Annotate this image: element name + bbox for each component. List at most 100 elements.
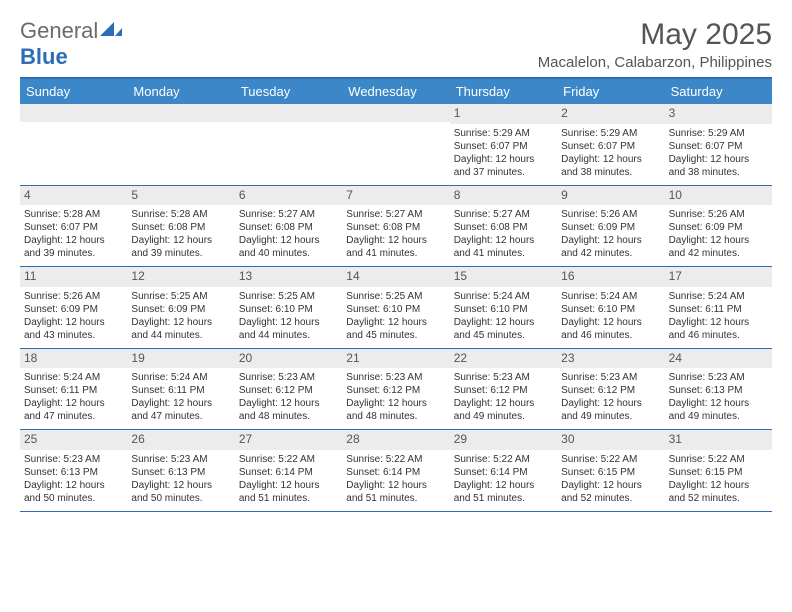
logo-text-blue: Blue bbox=[20, 44, 68, 69]
sunset-text: Sunset: 6:11 PM bbox=[131, 384, 230, 397]
header: General Blue May 2025 Macalelon, Calabar… bbox=[20, 18, 772, 71]
sunrise-text: Sunrise: 5:24 AM bbox=[669, 290, 768, 303]
day-number: 18 bbox=[20, 349, 127, 369]
sunrise-text: Sunrise: 5:23 AM bbox=[239, 371, 338, 384]
day-number bbox=[342, 104, 449, 122]
day-cell: 1Sunrise: 5:29 AMSunset: 6:07 PMDaylight… bbox=[450, 104, 557, 185]
daylight-text: Daylight: 12 hours and 49 minutes. bbox=[669, 397, 768, 423]
day-cell: 19 Sunrise: 5:24 AMSunset: 6:11 PMDayligh… bbox=[127, 349, 234, 430]
day-cell bbox=[235, 104, 342, 185]
week-row: 11Sunrise: 5:26 AMSunset: 6:09 PMDayligh… bbox=[20, 267, 772, 349]
day-cell bbox=[127, 104, 234, 185]
day-cell: 18Sunrise: 5:24 AMSunset: 6:11 PMDayligh… bbox=[20, 349, 127, 430]
day-number: 4 bbox=[20, 186, 127, 206]
day-number: 15 bbox=[450, 267, 557, 287]
logo: General Blue bbox=[20, 18, 122, 70]
day-number: 25 bbox=[20, 430, 127, 450]
sunrise-text: Sunrise: 5:26 AM bbox=[561, 208, 660, 221]
daylight-text: Daylight: 12 hours and 52 minutes. bbox=[561, 479, 660, 505]
day-number: 29 bbox=[450, 430, 557, 450]
day-header-tuesday: Tuesday bbox=[235, 79, 342, 104]
sunrise-text: Sunrise: 5:26 AM bbox=[24, 290, 123, 303]
daylight-text: Daylight: 12 hours and 47 minutes. bbox=[131, 397, 230, 423]
sunrise-text: Sunrise: 5:25 AM bbox=[239, 290, 338, 303]
day-cell: 27Sunrise: 5:22 AMSunset: 6:14 PMDayligh… bbox=[235, 430, 342, 511]
day-cell: 4 Sunrise: 5:28 AMSunset: 6:07 PMDaylight… bbox=[20, 186, 127, 267]
day-header-wednesday: Wednesday bbox=[342, 79, 449, 104]
day-cell: 26Sunrise: 5:23 AMSunset: 6:13 PMDayligh… bbox=[127, 430, 234, 511]
day-number: 14 bbox=[342, 267, 449, 287]
sunset-text: Sunset: 6:07 PM bbox=[669, 140, 768, 153]
daylight-text: Daylight: 12 hours and 39 minutes. bbox=[131, 234, 230, 260]
sunrise-text: Sunrise: 5:26 AM bbox=[669, 208, 768, 221]
daylight-text: Daylight: 12 hours and 51 minutes. bbox=[346, 479, 445, 505]
sunset-text: Sunset: 6:14 PM bbox=[346, 466, 445, 479]
day-cell: 17Sunrise: 5:24 AMSunset: 6:11 PMDayligh… bbox=[665, 267, 772, 348]
day-cell: 29Sunrise: 5:22 AMSunset: 6:14 PMDayligh… bbox=[450, 430, 557, 511]
sunset-text: Sunset: 6:13 PM bbox=[131, 466, 230, 479]
day-number: 3 bbox=[665, 104, 772, 124]
day-number: 16 bbox=[557, 267, 664, 287]
sunset-text: Sunset: 6:07 PM bbox=[561, 140, 660, 153]
day-number: 28 bbox=[342, 430, 449, 450]
sunset-text: Sunset: 6:12 PM bbox=[346, 384, 445, 397]
daylight-text: Daylight: 12 hours and 45 minutes. bbox=[346, 316, 445, 342]
day-cell: 2Sunrise: 5:29 AMSunset: 6:07 PMDaylight… bbox=[557, 104, 664, 185]
sunrise-text: Sunrise: 5:28 AM bbox=[131, 208, 230, 221]
sunrise-text: Sunrise: 5:29 AM bbox=[454, 127, 553, 140]
day-cell: 28Sunrise: 5:22 AMSunset: 6:14 PMDayligh… bbox=[342, 430, 449, 511]
daylight-text: Daylight: 12 hours and 48 minutes. bbox=[346, 397, 445, 423]
day-header-saturday: Saturday bbox=[665, 79, 772, 104]
sunset-text: Sunset: 6:08 PM bbox=[454, 221, 553, 234]
day-number: 19 bbox=[127, 349, 234, 369]
sunset-text: Sunset: 6:10 PM bbox=[239, 303, 338, 316]
sunrise-text: Sunrise: 5:23 AM bbox=[346, 371, 445, 384]
sunrise-text: Sunrise: 5:29 AM bbox=[669, 127, 768, 140]
sunrise-text: Sunrise: 5:25 AM bbox=[131, 290, 230, 303]
day-number: 26 bbox=[127, 430, 234, 450]
day-cell: 5Sunrise: 5:28 AMSunset: 6:08 PMDaylight… bbox=[127, 186, 234, 267]
sunrise-text: Sunrise: 5:23 AM bbox=[454, 371, 553, 384]
sunset-text: Sunset: 6:13 PM bbox=[24, 466, 123, 479]
sunset-text: Sunset: 6:08 PM bbox=[131, 221, 230, 234]
sunset-text: Sunset: 6:07 PM bbox=[24, 221, 123, 234]
day-number: 2 bbox=[557, 104, 664, 124]
sunset-text: Sunset: 6:10 PM bbox=[561, 303, 660, 316]
sunrise-text: Sunrise: 5:23 AM bbox=[669, 371, 768, 384]
day-header-row: Sunday Monday Tuesday Wednesday Thursday… bbox=[20, 79, 772, 104]
sunset-text: Sunset: 6:10 PM bbox=[346, 303, 445, 316]
daylight-text: Daylight: 12 hours and 49 minutes. bbox=[561, 397, 660, 423]
day-cell: 14Sunrise: 5:25 AMSunset: 6:10 PMDayligh… bbox=[342, 267, 449, 348]
day-number: 12 bbox=[127, 267, 234, 287]
sunset-text: Sunset: 6:08 PM bbox=[239, 221, 338, 234]
sunset-text: Sunset: 6:13 PM bbox=[669, 384, 768, 397]
month-title: May 2025 bbox=[538, 18, 772, 52]
sunrise-text: Sunrise: 5:23 AM bbox=[24, 453, 123, 466]
day-cell: 30Sunrise: 5:22 AMSunset: 6:15 PMDayligh… bbox=[557, 430, 664, 511]
sunset-text: Sunset: 6:09 PM bbox=[669, 221, 768, 234]
sunrise-text: Sunrise: 5:27 AM bbox=[454, 208, 553, 221]
day-cell: 12Sunrise: 5:25 AMSunset: 6:09 PMDayligh… bbox=[127, 267, 234, 348]
daylight-text: Daylight: 12 hours and 42 minutes. bbox=[561, 234, 660, 260]
daylight-text: Daylight: 12 hours and 39 minutes. bbox=[24, 234, 123, 260]
sunrise-text: Sunrise: 5:24 AM bbox=[24, 371, 123, 384]
sunrise-text: Sunrise: 5:24 AM bbox=[131, 371, 230, 384]
sunset-text: Sunset: 6:11 PM bbox=[24, 384, 123, 397]
sunrise-text: Sunrise: 5:23 AM bbox=[131, 453, 230, 466]
sunrise-text: Sunrise: 5:28 AM bbox=[24, 208, 123, 221]
day-number: 1 bbox=[450, 104, 557, 124]
sunset-text: Sunset: 6:14 PM bbox=[239, 466, 338, 479]
day-number: 13 bbox=[235, 267, 342, 287]
sunset-text: Sunset: 6:12 PM bbox=[454, 384, 553, 397]
daylight-text: Daylight: 12 hours and 50 minutes. bbox=[24, 479, 123, 505]
calendar: Sunday Monday Tuesday Wednesday Thursday… bbox=[20, 77, 772, 512]
day-header-thursday: Thursday bbox=[450, 79, 557, 104]
day-cell: 20Sunrise: 5:23 AMSunset: 6:12 PMDayligh… bbox=[235, 349, 342, 430]
daylight-text: Daylight: 12 hours and 46 minutes. bbox=[669, 316, 768, 342]
day-cell: 7Sunrise: 5:27 AMSunset: 6:08 PMDaylight… bbox=[342, 186, 449, 267]
day-cell: 31Sunrise: 5:22 AMSunset: 6:15 PMDayligh… bbox=[665, 430, 772, 511]
day-number: 17 bbox=[665, 267, 772, 287]
sunrise-text: Sunrise: 5:22 AM bbox=[454, 453, 553, 466]
daylight-text: Daylight: 12 hours and 37 minutes. bbox=[454, 153, 553, 179]
day-cell: 11Sunrise: 5:26 AMSunset: 6:09 PMDayligh… bbox=[20, 267, 127, 348]
